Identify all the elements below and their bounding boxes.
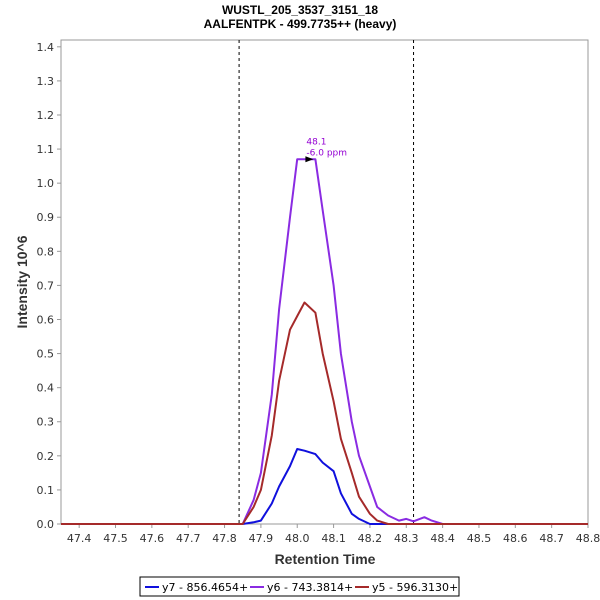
y-tick-label: 1.3: [37, 75, 55, 88]
x-tick-label: 47.6: [140, 532, 165, 545]
x-tick-label: 48.8: [576, 532, 600, 545]
plot-area: [60, 39, 589, 525]
y-tick-label: 0.0: [37, 518, 55, 531]
legend: y7 - 856.4654+ y6 - 743.3814+ y5 - 596.313…: [139, 576, 460, 597]
x-tick-label: 48.0: [285, 532, 310, 545]
x-tick-label: 48.7: [539, 532, 564, 545]
series-line-2: [61, 158, 588, 525]
series-layer: [61, 158, 588, 525]
legend-box: [139, 576, 460, 597]
legend-entry: y6 - 743.3814+: [267, 581, 353, 594]
y-tick-label: 0.7: [37, 279, 55, 292]
y-tick-label: 0.9: [37, 211, 55, 224]
chart-title: WUSTL_205_3537_3151_18: [222, 3, 378, 17]
chart-subtitle: AALFENTPK - 499.7735++ (heavy): [204, 17, 397, 31]
y-tick-label: 0.6: [37, 313, 55, 326]
x-axis: 47.4 47.5 47.6 47.7 47.8 47.9 48.0 48.1 48.2 48.3…: [67, 524, 600, 545]
series-line-3: [61, 301, 588, 525]
y-tick-label: 1.0: [37, 177, 55, 190]
x-tick-label: 47.4: [67, 532, 92, 545]
y-tick-label: 1.1: [37, 143, 55, 156]
peak-marker: [305, 156, 314, 163]
x-tick-label: 47.8: [212, 532, 237, 545]
y-tick-label: 0.2: [37, 450, 55, 463]
y-axis: 0.0 0.1 0.2 0.3 0.4 0.5 0.6 0.7 0.8 0.9 1.0 1.1 1.2 1…: [37, 41, 61, 531]
x-axis-label: Retention Time: [275, 551, 376, 567]
x-tick-label: 48.2: [358, 532, 383, 545]
x-tick-label: 47.7: [176, 532, 201, 545]
x-tick-label: 48.4: [430, 532, 455, 545]
peak-annotation: 48.1-6.0 ppm: [305, 137, 347, 163]
y-tick-label: 0.3: [37, 416, 55, 429]
y-tick-label: 1.4: [37, 41, 55, 54]
peak-annotation-line: -6.0 ppm: [306, 148, 347, 158]
y-tick-label: 0.5: [37, 348, 55, 361]
x-tick-label: 48.5: [467, 532, 492, 545]
legend-entry: y5 - 596.3130+: [372, 581, 458, 594]
y-tick-label: 1.2: [37, 109, 55, 122]
x-tick-label: 47.5: [103, 532, 128, 545]
x-tick-label: 47.9: [249, 532, 274, 545]
y-axis-label: Intensity 10^6: [14, 235, 30, 328]
peak-annotation-line: 48.1: [306, 137, 326, 147]
x-tick-label: 48.3: [394, 532, 419, 545]
y-tick-label: 0.1: [37, 484, 55, 497]
y-tick-label: 0.4: [37, 382, 55, 395]
x-tick-label: 48.6: [503, 532, 528, 545]
x-tick-label: 48.1: [321, 532, 346, 545]
legend-entry: y7 - 856.4654+: [162, 581, 248, 594]
y-tick-label: 0.8: [37, 245, 55, 258]
boundary-lines: [238, 40, 415, 524]
